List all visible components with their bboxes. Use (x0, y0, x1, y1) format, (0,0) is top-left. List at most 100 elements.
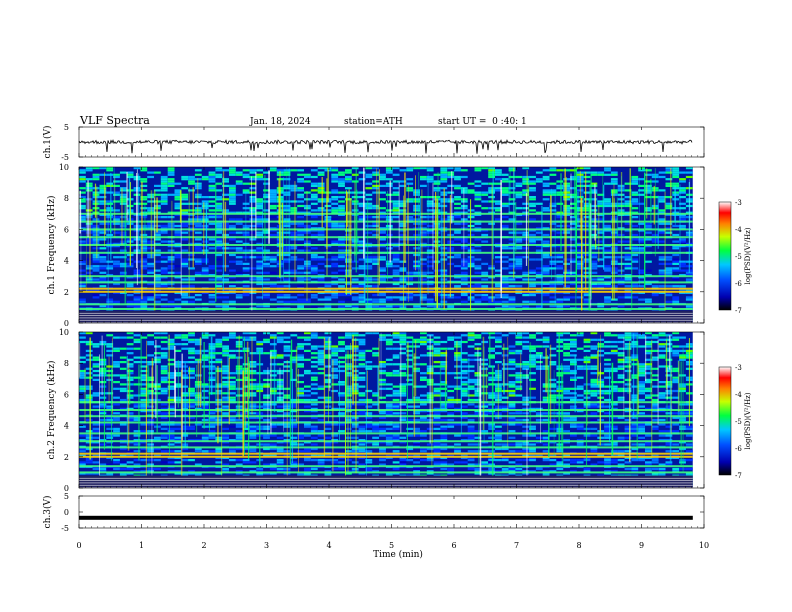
spectrogram-cell (331, 242, 339, 245)
spectrogram-cell (256, 249, 264, 252)
spectrogram-cell (379, 229, 386, 232)
spectrogram-cell (392, 436, 400, 439)
spectrogram-cell (297, 398, 304, 402)
spectrogram-cell (174, 198, 182, 201)
spectrogram-cell (317, 207, 325, 210)
spectrogram-cell (385, 167, 393, 170)
spectrogram-cell (92, 430, 100, 433)
spectrogram-cell (460, 294, 468, 297)
spectrogram-cell (679, 180, 686, 183)
spectrogram-cell (481, 200, 489, 203)
spectrogram-cell (160, 187, 168, 190)
spectrogram-cell (399, 367, 407, 370)
spectrogram-cell (283, 278, 291, 281)
spectrogram-cell (535, 267, 543, 270)
spectrogram-cell (638, 363, 645, 366)
spectrogram-cell (645, 394, 652, 397)
spectrogram-cell (256, 343, 264, 346)
spectrogram-cell (269, 354, 277, 357)
spectrogram-cell (460, 278, 468, 281)
spectrogram-cell (495, 178, 502, 181)
spectrogram-cell (474, 412, 482, 415)
spectrogram-cell (85, 198, 93, 201)
spectrogram-cell (269, 204, 277, 208)
spectrogram-cell (563, 430, 570, 433)
spectrogram-cell (140, 439, 148, 442)
spheric-line (574, 167, 576, 218)
spectrogram-cell (413, 405, 420, 408)
spectrogram-cell (249, 352, 257, 355)
spectrogram-cell (679, 291, 686, 294)
spectrogram-cell (508, 381, 516, 384)
spectrogram-cell (194, 245, 202, 248)
spectrogram-cell (570, 425, 577, 428)
spectrogram-cell (604, 298, 611, 301)
spectrogram-cell (106, 245, 114, 248)
spectrogram-cell (269, 211, 277, 214)
spectrogram-cell (351, 425, 359, 428)
spectrogram-cell (672, 276, 680, 279)
spectrogram-cell (147, 269, 154, 272)
spectrogram-cell (406, 298, 414, 301)
spectrogram-cell (304, 173, 311, 176)
spheric-line (631, 203, 633, 310)
spectrogram-cell (501, 256, 509, 259)
spectrogram-cell (358, 410, 366, 413)
spectrogram-cell (385, 405, 393, 408)
spectrogram-band (79, 220, 693, 223)
spectrogram-cell (140, 189, 148, 192)
spectrogram-cell (604, 200, 611, 203)
spectrogram-cell (460, 262, 468, 265)
spectrogram-cell (399, 180, 407, 183)
spectrogram-cell (106, 369, 114, 373)
spectrogram-cell (604, 385, 611, 388)
spectrogram-cell (658, 285, 666, 288)
spectrogram-cell (269, 363, 277, 366)
spectrogram-cell (392, 336, 400, 339)
spectrogram-cell (147, 378, 154, 381)
spectrogram-low-line (79, 319, 693, 321)
spectrogram-cell (297, 222, 304, 225)
spectrogram-cell (488, 378, 495, 381)
spectrogram-cell (208, 296, 216, 299)
spectrogram-cell (345, 211, 352, 214)
spectrogram-cell (160, 369, 168, 373)
spectrogram-cell (215, 367, 223, 370)
spheric-line (107, 203, 109, 308)
spectrogram-cell (106, 343, 114, 346)
spectrogram-cell (269, 200, 277, 203)
spectrogram-cell (324, 305, 332, 308)
spectrogram-cell (570, 178, 577, 181)
spectrogram-cell (215, 189, 223, 192)
spectrogram-cell (399, 394, 407, 397)
spectrogram-cell (576, 296, 584, 299)
spectrogram-cell (399, 385, 407, 388)
spectrogram-cell (597, 229, 605, 232)
spectrogram-cell (672, 367, 680, 370)
spheric-line (437, 172, 439, 264)
spectrogram-cell (433, 354, 441, 357)
spectrogram-cell (549, 209, 557, 212)
spectrogram-cell (665, 169, 673, 172)
spectrogram-cell (583, 300, 591, 303)
spectrogram-cell (433, 412, 441, 415)
spectrogram-cell (113, 276, 120, 279)
spectrogram-cell (454, 253, 461, 257)
spectrogram-cell (317, 276, 325, 279)
spectrogram-cell (345, 334, 352, 337)
spectrogram-cell (85, 178, 93, 181)
spectrogram-cell (365, 245, 373, 248)
spectrogram-cell (454, 238, 461, 241)
spectrogram-cell (338, 191, 345, 194)
spectrogram-cell (79, 218, 86, 221)
spectrogram-cell (297, 392, 304, 395)
spectrogram-cell (665, 405, 673, 408)
spectrogram-cell (194, 294, 202, 297)
spectrogram-cell (345, 256, 352, 259)
spheric-line (541, 205, 543, 308)
spectrogram-cell (624, 253, 632, 257)
spectrogram-cell (426, 265, 434, 268)
spectrogram-cell (495, 332, 502, 335)
spectrogram-cell (331, 374, 339, 377)
spectrogram-cell (535, 245, 543, 248)
